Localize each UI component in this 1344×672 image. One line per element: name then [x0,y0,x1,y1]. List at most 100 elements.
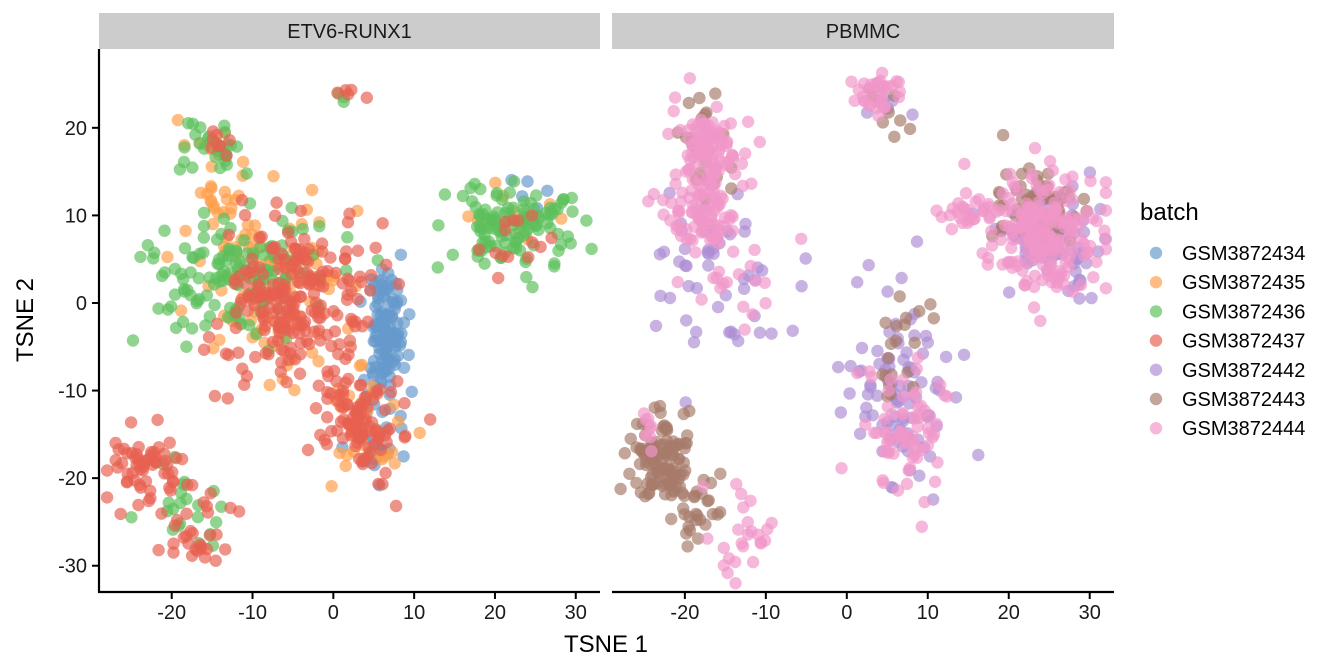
point-GSM3872442 [862,258,875,272]
point-GSM3872444 [1047,207,1060,220]
point-GSM3872436 [566,205,579,218]
point-GSM3872442 [939,350,953,364]
point-GSM3872442 [673,255,686,268]
point-GSM3872437 [384,385,398,399]
point-GSM3872435 [179,224,192,238]
point-GSM3872442 [851,276,864,289]
point-GSM3872444 [981,251,995,265]
point-GSM3872437 [379,466,392,480]
point-GSM3872444 [645,445,658,458]
point-GSM3872435 [489,176,502,189]
point-GSM3872444 [897,389,910,403]
point-GSM3872444 [1036,258,1050,272]
point-GSM3872436 [186,117,199,130]
point-GSM3872437 [330,375,343,388]
point-GSM3872437 [301,255,314,268]
point-GSM3872444 [996,258,1009,271]
point-GSM3872444 [900,477,914,491]
point-GSM3872437 [224,501,237,515]
point-GSM3872444 [918,495,931,509]
point-GSM3872434 [381,309,394,322]
point-GSM3872437 [489,246,502,260]
point-GSM3872443 [996,128,1010,142]
point-GSM3872437 [391,375,404,388]
point-GSM3872443 [678,489,691,503]
point-GSM3872436 [503,186,516,199]
y-ticks: -30 -20 -10 0 10 20 [58,118,99,578]
point-GSM3872437 [334,415,348,428]
point-GSM3872437 [121,467,134,481]
point-GSM3872444 [1012,223,1025,236]
point-GSM3872442 [680,314,693,327]
point-GSM3872442 [649,319,663,333]
point-GSM3872444 [911,351,925,364]
point-GSM3872444 [674,123,687,137]
point-GSM3872437 [321,392,334,405]
point-GSM3872444 [739,147,752,160]
y-tick-label: 20 [65,118,87,140]
point-GSM3872437 [293,276,307,290]
point-GSM3872444 [711,200,724,213]
point-GSM3872443 [667,449,680,463]
point-GSM3872444 [892,75,905,89]
point-GSM3872437 [175,452,189,466]
point-GSM3872435 [388,457,401,470]
point-GSM3872436 [296,222,309,236]
point-GSM3872444 [749,274,762,287]
point-GSM3872437 [398,431,411,444]
point-GSM3872444 [683,191,696,204]
point-GSM3872443 [691,532,705,545]
point-GSM3872444 [881,446,895,460]
point-GSM3872444 [1046,164,1060,177]
point-GSM3872444 [671,275,684,289]
x-tick-label-right: 30 [1079,602,1101,624]
point-GSM3872436 [207,278,221,291]
point-GSM3872437 [150,456,163,469]
point-GSM3872436 [212,253,226,266]
point-GSM3872444 [656,193,670,207]
point-GSM3872444 [959,187,973,200]
point-GSM3872437 [259,319,272,333]
point-GSM3872437 [378,403,392,417]
point-GSM3872444 [744,494,757,507]
point-GSM3872444 [686,206,699,219]
facet-label-left: ETV6-RUNX1 [287,21,411,43]
point-GSM3872434 [385,326,399,339]
point-GSM3872442 [1085,291,1098,305]
point-GSM3872436 [465,195,479,208]
point-GSM3872436 [240,167,253,180]
point-GSM3872437 [318,433,331,447]
point-GSM3872442 [702,243,715,256]
point-GSM3872435 [339,459,352,473]
legend-key-GSM3872435 [1149,276,1163,289]
point-GSM3872442 [678,242,692,256]
point-GSM3872444 [845,75,858,88]
legend-key-GSM3872437 [1149,334,1163,347]
point-GSM3872436 [184,266,197,279]
point-GSM3872442 [906,108,919,121]
point-GSM3872443 [889,334,903,348]
point-GSM3872442 [861,388,875,401]
point-GSM3872436 [548,260,561,273]
point-GSM3872442 [949,391,963,404]
point-GSM3872436 [197,231,210,244]
point-GSM3872437 [275,356,288,369]
point-GSM3872444 [667,104,680,118]
point-GSM3872437 [249,350,262,364]
point-GSM3872437 [155,507,168,520]
point-GSM3872436 [152,302,165,315]
point-GSM3872437 [158,447,171,460]
point-GSM3872436 [210,233,224,246]
point-GSM3872437 [534,240,547,254]
series-GSM3872444 [637,66,1113,590]
point-GSM3872442 [910,235,924,248]
point-GSM3872442 [881,285,894,298]
point-GSM3872435 [305,183,319,197]
point-GSM3872436 [490,189,503,202]
x-tick-label-left: 20 [484,602,506,624]
point-GSM3872444 [718,156,731,169]
point-GSM3872436 [178,242,192,255]
x-tick-label-left: 30 [565,602,587,624]
point-GSM3872435 [204,194,218,207]
